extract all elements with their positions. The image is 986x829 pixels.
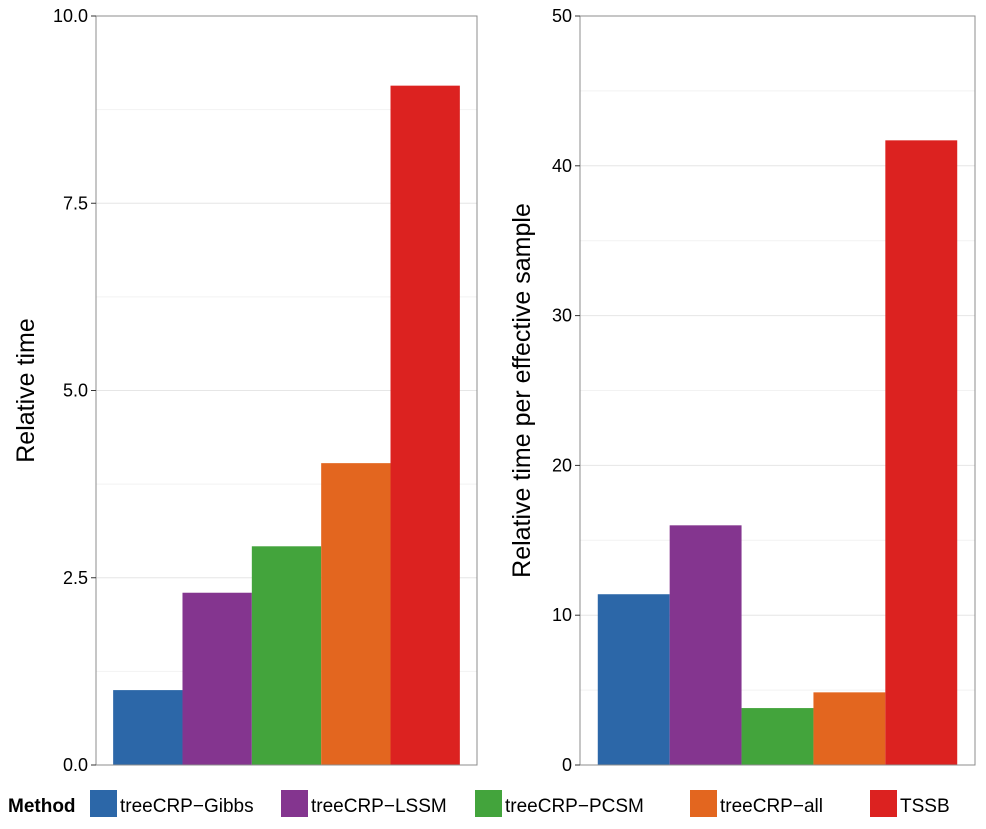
chart-panel-relative-time: 0.0 2.5 5.0 7.5 10.0 Relative time: [12, 6, 478, 775]
legend-label: treeCRP−LSSM: [311, 796, 447, 817]
legend: Method treeCRP−Gibbs treeCRP−LSSM treeCR…: [8, 788, 983, 828]
legend-label: treeCRP−Gibbs: [120, 796, 254, 817]
bar-treecrp-gibbs: [597, 594, 670, 765]
bar-treecrp-lssm: [182, 592, 252, 765]
bar-treecrp-gibbs: [113, 690, 183, 765]
bar-treecrp-all: [321, 463, 391, 765]
y-axis-label: Relative time: [12, 318, 40, 463]
legend-label: treeCRP−PCSM: [505, 796, 644, 817]
y-tick-label: 7.5: [63, 193, 88, 213]
y-tick-label: 2.5: [63, 568, 88, 588]
bar-treecrp-pcsm: [741, 708, 814, 765]
bar-treecrp-pcsm: [251, 546, 322, 765]
bar-tssb: [885, 140, 958, 766]
y-tick-label: 0: [562, 755, 572, 775]
legend-swatch: [870, 790, 897, 817]
y-tick-label: 30: [552, 306, 572, 326]
legend-swatch: [90, 790, 117, 817]
legend-swatch: [475, 790, 502, 817]
y-tick-label: 10: [552, 605, 572, 625]
bar-treecrp-all: [813, 692, 886, 765]
y-tick-label: 20: [552, 455, 572, 475]
bar-treecrp-lssm: [669, 525, 742, 765]
legend-swatch: [281, 790, 308, 817]
y-tick-label: 10.0: [53, 6, 88, 26]
legend-swatch: [690, 790, 717, 817]
panel-border: [579, 15, 976, 766]
y-tick-label: 50: [552, 6, 572, 26]
legend-label: TSSB: [900, 796, 950, 817]
bar-tssb: [390, 85, 460, 766]
y-axis-label: Relative time per effective sample: [508, 203, 536, 578]
chart-panel-relative-time-per-effective-sample: 0 10 20 30 40 50 Relative time per effective s…: [508, 6, 976, 775]
legend-title: Method: [8, 796, 76, 817]
y-tick-label: 5.0: [63, 381, 88, 401]
y-tick-label: 0.0: [63, 755, 88, 775]
legend-label: treeCRP−all: [720, 796, 823, 817]
y-tick-label: 40: [552, 156, 572, 176]
